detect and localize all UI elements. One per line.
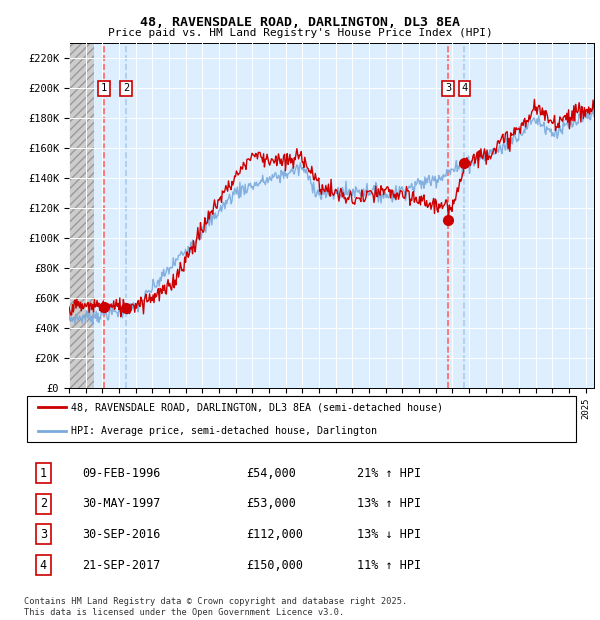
- Text: 4: 4: [461, 83, 467, 93]
- Text: 3: 3: [40, 528, 47, 541]
- Text: 2: 2: [40, 497, 47, 510]
- Text: HPI: Average price, semi-detached house, Darlington: HPI: Average price, semi-detached house,…: [71, 426, 377, 436]
- Text: Price paid vs. HM Land Registry's House Price Index (HPI): Price paid vs. HM Land Registry's House …: [107, 28, 493, 38]
- Text: 48, RAVENSDALE ROAD, DARLINGTON, DL3 8EA (semi-detached house): 48, RAVENSDALE ROAD, DARLINGTON, DL3 8EA…: [71, 402, 443, 412]
- Text: 21-SEP-2017: 21-SEP-2017: [82, 559, 161, 572]
- Text: 30-SEP-2016: 30-SEP-2016: [82, 528, 161, 541]
- Text: £54,000: £54,000: [246, 467, 296, 479]
- Text: 3: 3: [445, 83, 451, 93]
- Text: 21% ↑ HPI: 21% ↑ HPI: [357, 467, 421, 479]
- Text: £53,000: £53,000: [246, 497, 296, 510]
- FancyBboxPatch shape: [27, 396, 576, 442]
- Text: 30-MAY-1997: 30-MAY-1997: [82, 497, 161, 510]
- Text: 13% ↓ HPI: 13% ↓ HPI: [357, 528, 421, 541]
- Bar: [69, 9, 94, 388]
- Text: 09-FEB-1996: 09-FEB-1996: [82, 467, 161, 479]
- Text: 2: 2: [123, 83, 129, 93]
- Text: 1: 1: [101, 83, 107, 93]
- Text: Contains HM Land Registry data © Crown copyright and database right 2025.
This d: Contains HM Land Registry data © Crown c…: [24, 598, 407, 617]
- Text: 1: 1: [40, 467, 47, 479]
- Text: 13% ↑ HPI: 13% ↑ HPI: [357, 497, 421, 510]
- Text: 48, RAVENSDALE ROAD, DARLINGTON, DL3 8EA: 48, RAVENSDALE ROAD, DARLINGTON, DL3 8EA: [140, 16, 460, 29]
- Text: 11% ↑ HPI: 11% ↑ HPI: [357, 559, 421, 572]
- Text: £150,000: £150,000: [246, 559, 303, 572]
- Text: £112,000: £112,000: [246, 528, 303, 541]
- Text: 4: 4: [40, 559, 47, 572]
